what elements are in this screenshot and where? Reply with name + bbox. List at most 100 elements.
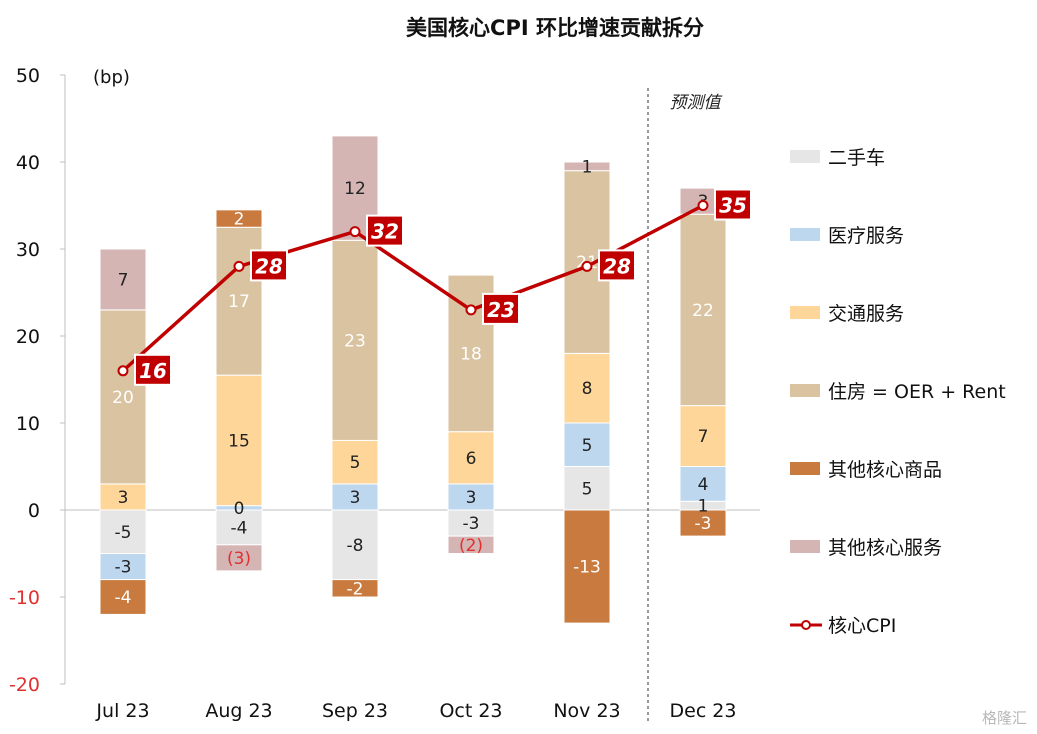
bar-value-label: 3	[350, 488, 361, 508]
bar-value-label: 23	[344, 331, 366, 351]
bar-value-label: (3)	[227, 549, 251, 569]
cpi-point	[233, 260, 245, 272]
bar-value-label: -4	[115, 588, 132, 608]
bar-segment	[215, 374, 263, 507]
bar-value-label: 5	[582, 479, 593, 499]
bar-segment	[447, 483, 495, 511]
bar-segment	[331, 579, 379, 598]
cpi-label-box	[134, 353, 172, 386]
cpi-point	[465, 304, 477, 316]
cpi-line	[121, 203, 704, 373]
bar-segment	[215, 544, 263, 572]
bar-value-label: -2	[347, 579, 364, 599]
cpi-value-label: 28	[255, 254, 283, 278]
bar-value-label: 15	[228, 431, 250, 451]
cpi-value-label: 28	[603, 254, 631, 278]
bars	[99, 135, 727, 624]
cpi-label-box	[366, 214, 404, 247]
bar-value-label: 17	[228, 292, 250, 312]
bar-segment	[679, 509, 727, 537]
cpi-point	[117, 365, 129, 377]
y-tick-label: 40	[16, 152, 40, 174]
bar-segment	[447, 535, 495, 554]
bar-value-label: 18	[460, 344, 482, 364]
forecast-label: 预测值	[670, 93, 723, 113]
bar-value-label: 1	[582, 157, 593, 177]
bar-value-label: -4	[231, 518, 248, 538]
bar-value-label: -13	[573, 558, 601, 578]
bar-segment	[215, 509, 263, 546]
bar-segment	[447, 431, 495, 485]
y-tick-label: 10	[16, 413, 40, 435]
cpi-label-box	[250, 249, 288, 282]
x-category-label: Dec 23	[670, 700, 737, 722]
bar-value-label: -8	[347, 536, 364, 556]
bar-segment	[679, 466, 727, 502]
x-category-label: Aug 23	[205, 700, 272, 722]
bar-segment	[99, 553, 147, 581]
y-tick-label: 0	[28, 500, 40, 522]
bar-value-label: 5	[582, 436, 593, 456]
bar-value-label: 5	[350, 453, 361, 473]
bar-value-label: 3	[118, 488, 129, 508]
legend-swatch	[790, 228, 820, 241]
bar-value-label: -3	[463, 514, 480, 534]
y-unit-label: (bp)	[93, 67, 130, 88]
legend-swatch	[790, 384, 820, 397]
cpi-value-label: 35	[719, 194, 747, 218]
cpi-point	[697, 200, 709, 211]
bar-value-label: 2	[234, 210, 245, 230]
chart-title: 美国核心CPI 环比增速贡献拆分	[406, 16, 704, 40]
x-category-label: Sep 23	[322, 700, 388, 722]
legend-label: 交通服务	[828, 303, 904, 325]
legend-swatch	[790, 150, 820, 163]
bar-value-label: 8	[582, 379, 593, 399]
bar-value-label: 0	[234, 499, 245, 519]
cpi-value-label: 16	[139, 359, 167, 383]
bar-segment	[215, 209, 263, 228]
bar-value-label: 7	[698, 427, 709, 447]
bar-segment	[99, 309, 147, 485]
legend-label: 核心CPI	[828, 615, 896, 637]
cpi-label-box	[598, 249, 636, 282]
cpi-value-label: 32	[371, 220, 399, 244]
legend-label: 医疗服务	[828, 225, 904, 247]
bar-segment	[563, 509, 611, 624]
bar-value-label: 3	[466, 488, 477, 508]
legend-swatch	[790, 462, 820, 475]
legend-swatch	[790, 306, 820, 319]
bar-value-label: 22	[692, 301, 714, 321]
cpi-value-label: 23	[487, 298, 515, 322]
y-tick-label: 30	[16, 239, 40, 261]
watermark: 格隆汇	[981, 709, 1027, 727]
cpi-point	[581, 260, 593, 272]
bar-segment	[563, 422, 611, 467]
y-tick-label: 20	[16, 326, 40, 348]
y-tick-label: -10	[9, 587, 40, 609]
y-tick-label: -20	[9, 674, 40, 696]
segment-labels: -5-3320-47-4015172(3)-83523-212-33618(2)…	[112, 157, 714, 608]
legend-swatch	[790, 540, 820, 553]
bar-value-label: 7	[118, 270, 129, 290]
bar-value-label: 4	[698, 475, 709, 495]
core-cpi-line: 16 28 32 23 28 35	[117, 188, 752, 386]
bar-value-label: 6	[466, 449, 477, 469]
legend-marker	[801, 620, 811, 630]
bar-value-label: -3	[115, 558, 132, 578]
legend-label: 其他核心商品	[828, 459, 942, 481]
bar-segment	[679, 213, 727, 407]
cpi-label-box	[714, 188, 752, 221]
legend-label: 住房 = OER + Rent	[828, 381, 1006, 403]
bar-segment	[99, 248, 147, 311]
x-category-label: Oct 23	[439, 700, 502, 722]
y-tick-label: 50	[16, 65, 40, 87]
bar-segment	[331, 439, 379, 485]
bar-value-label: 20	[112, 388, 134, 408]
legend-label: 二手车	[828, 147, 885, 169]
bar-value-label: 1	[698, 497, 709, 517]
bar-segment	[99, 579, 147, 615]
bar-value-label: -5	[115, 523, 132, 543]
